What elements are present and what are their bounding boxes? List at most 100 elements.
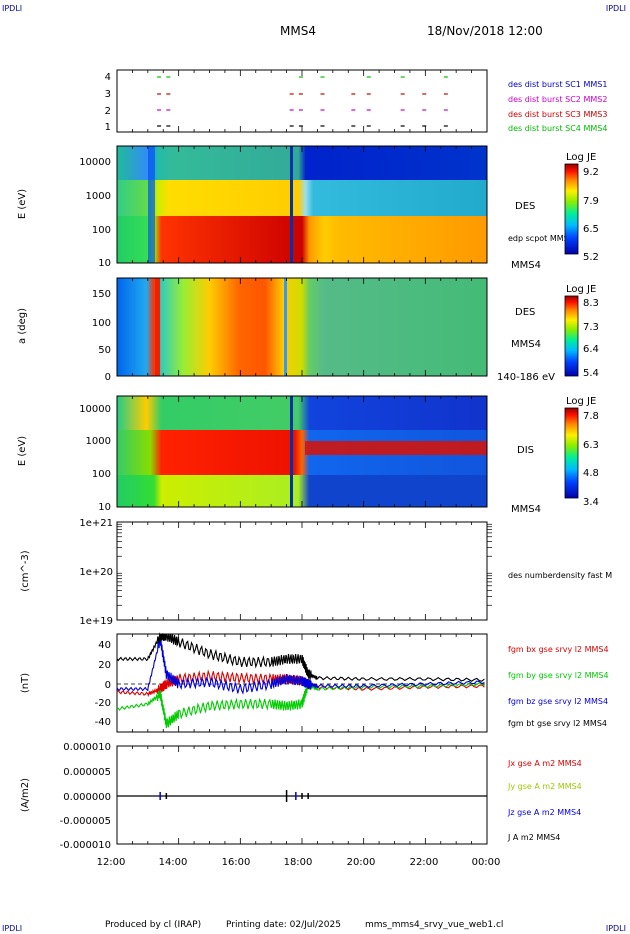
- current-label-j: J A m2 MMS4: [507, 833, 560, 842]
- pitch-colorbar: [564, 295, 579, 377]
- time-tick-2200: 22:00: [410, 857, 439, 868]
- current-panel: [116, 745, 488, 845]
- des-energy-ytick-1000: 1000: [86, 191, 111, 202]
- bfield-ytick-m40: -40: [95, 717, 111, 728]
- pitch-ytick-150: 150: [92, 289, 111, 300]
- burst-ytick-3: 3: [105, 89, 111, 100]
- des-energy-ytick-10: 10: [98, 258, 111, 269]
- time-tick-1400: 14:00: [159, 857, 188, 868]
- pitch-ytick-100: 100: [92, 318, 111, 329]
- current-label-jz: Jz gse A m2 MMS4: [507, 808, 581, 817]
- pitch-ytick-50: 50: [98, 345, 111, 356]
- pitch-label-mms4: MMS4: [511, 339, 541, 350]
- des-pitch-heatmap: [116, 277, 488, 377]
- bfield-ylabel: (nT): [20, 673, 31, 693]
- bfield-label-bt: fgm bt gse srvy l2 MMS4: [508, 719, 607, 728]
- des-energy-colorbar: [564, 163, 579, 255]
- current-ytick-1: 0.000010: [63, 742, 111, 753]
- dis-colorbar-title: Log JE: [566, 396, 596, 407]
- density-panel: [116, 521, 492, 621]
- bfield-series-1: [116, 678, 485, 728]
- burst-label-sc2: des dist burst SC2 MMS2: [508, 95, 608, 104]
- current-ylabel: (A/m2): [20, 778, 31, 812]
- des-energy-ytick-10000: 10000: [79, 157, 111, 168]
- burst-ytick-4: 4: [105, 72, 111, 83]
- density-ytick-1e19: 1e+19: [79, 616, 113, 627]
- des-energy-heatmap: [116, 145, 488, 264]
- footer-filename: mms_mms4_srvy_vue_web1.cl: [365, 920, 504, 930]
- dis-cb-tick-1: 7.8: [583, 411, 599, 422]
- time-tick-2000: 20:00: [347, 857, 376, 868]
- bfield-label-by: fgm by gse srvy l2 MMS4: [508, 671, 609, 680]
- current-spikes: [159, 790, 309, 802]
- dis-cb-tick-3: 4.8: [583, 468, 599, 479]
- spacecraft-title: MMS4: [280, 24, 316, 38]
- dis-label-mms4: MMS4: [511, 504, 541, 515]
- burst-ytick-2: 2: [105, 106, 111, 117]
- footer-printing-date: Printing date: 02/Jul/2025: [226, 920, 341, 930]
- density-ytick-1e21: 1e+21: [79, 518, 113, 529]
- burst-label-sc1: des dist burst SC1 MMS1: [508, 80, 608, 89]
- des-energy-ylabel: E (eV): [17, 189, 28, 219]
- burst-marks: [157, 76, 448, 127]
- time-tick-1600: 16:00: [222, 857, 251, 868]
- current-ytick-3: 0.000000: [63, 792, 111, 803]
- dis-energy-heatmap: [116, 395, 488, 508]
- current-ytick-4: -0.000005: [60, 816, 111, 827]
- density-series-label: des numberdensity fast M: [508, 571, 612, 580]
- corner-mark-tr: IPDLI: [605, 4, 626, 13]
- burst-panel: [116, 69, 488, 133]
- time-tick-1200: 12:00: [97, 857, 126, 868]
- des-energy-cb-tick-2: 7.9: [583, 196, 599, 207]
- corner-mark-br: IPDLI: [605, 924, 626, 933]
- corner-mark-tl: IPDLI: [2, 4, 23, 13]
- des-energy-label-scpot: edp scpot MMS4: [508, 234, 574, 243]
- current-label-jx: Jx gse A m2 MMS4: [507, 759, 582, 768]
- dis-ylabel: E (eV): [17, 436, 28, 466]
- des-energy-ytick-100: 100: [92, 225, 111, 236]
- bfield-ytick-m20: -20: [95, 698, 111, 709]
- dis-cb-tick-2: 6.3: [583, 440, 599, 451]
- dis-label-dis: DIS: [517, 445, 534, 456]
- dis-cb-tick-4: 3.4: [583, 497, 599, 508]
- time-tick-0000: 00:00: [472, 857, 501, 868]
- pitch-label-des: DES: [515, 307, 535, 318]
- pitch-cb-tick-3: 6.4: [583, 344, 599, 355]
- burst-label-sc3: des dist burst SC3 MMS3: [508, 110, 608, 119]
- density-minor-ticks: [117, 523, 492, 606]
- current-ytick-5: -0.000010: [60, 840, 111, 851]
- bfield-panel: [116, 632, 488, 733]
- des-energy-label-des: DES: [515, 201, 535, 212]
- density-ylabel: (cm^-3): [20, 550, 31, 591]
- time-tick-1800: 18:00: [284, 857, 313, 868]
- corner-mark-bl: IPDLI: [2, 924, 23, 933]
- datetime-title: 18/Nov/2018 12:00: [427, 24, 543, 38]
- dis-ytick-1000: 1000: [86, 436, 111, 447]
- dis-ytick-10: 10: [98, 502, 111, 513]
- pitch-ytick-0: 0: [105, 372, 111, 383]
- axis-ticks: [116, 70, 488, 844]
- bfield-label-bz: fgm bz gse srvy l2 MMS4: [508, 697, 608, 706]
- des-energy-label-mms4: MMS4: [511, 260, 541, 271]
- dis-colorbar: [564, 407, 579, 499]
- bfield-series-3: [116, 632, 485, 682]
- des-energy-cb-tick-4: 5.2: [583, 252, 599, 263]
- density-ytick-1e20: 1e+20: [79, 567, 113, 578]
- burst-ytick-1: 1: [105, 122, 111, 133]
- current-label-jy: Jy gse A m2 MMS4: [507, 782, 582, 791]
- des-energy-cb-tick-1: 9.2: [583, 167, 599, 178]
- pitch-colorbar-title: Log JE: [566, 284, 596, 295]
- burst-label-sc4: des dist burst SC4 MMS4: [508, 124, 608, 133]
- des-energy-colorbar-title: Log JE: [566, 152, 596, 163]
- footer-produced-by: Produced by cl (IRAP): [105, 920, 202, 930]
- bfield-lines: [116, 632, 485, 728]
- des-energy-cb-tick-3: 6.5: [583, 224, 599, 235]
- bfield-label-bx: fgm bx gse srvy l2 MMS4: [508, 645, 609, 654]
- pitch-cb-tick-2: 7.3: [583, 322, 599, 333]
- bfield-ytick-0: 0: [105, 680, 111, 691]
- pitch-cb-tick-4: 5.4: [583, 368, 599, 379]
- bfield-ytick-20: 20: [98, 660, 111, 671]
- bfield-ytick-40: 40: [98, 640, 111, 651]
- dis-ytick-10000: 10000: [79, 404, 111, 415]
